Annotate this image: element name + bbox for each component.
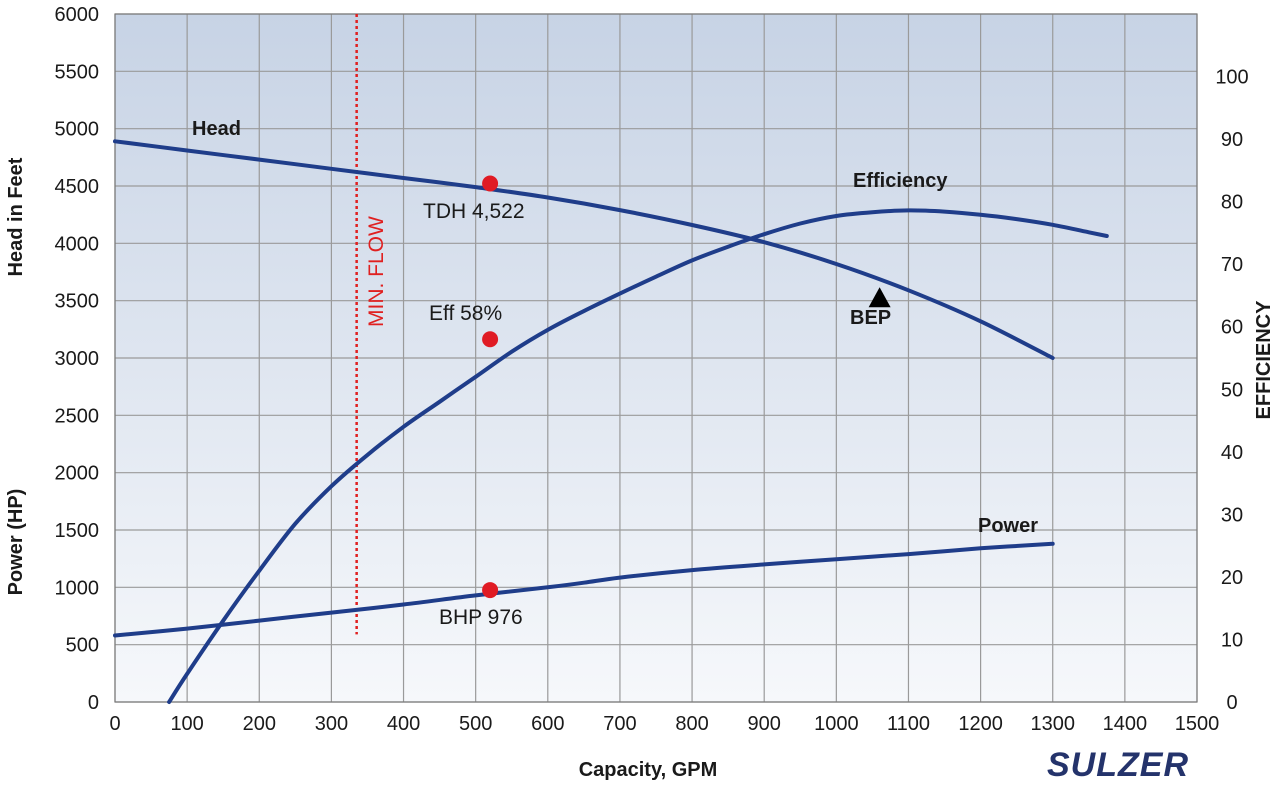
x-tick-label: 1100 (887, 713, 930, 735)
x-tick-label: 1500 (1175, 713, 1220, 735)
x-tick-label: 400 (387, 713, 420, 735)
x-tick-label: 600 (531, 713, 564, 735)
bep-label: BEP (850, 307, 891, 329)
sulzer-logo: SULZER (1047, 746, 1189, 784)
y-right-tick-label: 90 (1221, 129, 1243, 151)
y-axis-title-head: Head in Feet (5, 157, 27, 276)
operating-point-1 (482, 331, 499, 348)
curve-head (113, 139, 1055, 360)
series-label-head: Head (192, 118, 241, 140)
y-right-tick-label: 40 (1221, 442, 1243, 464)
y-axis-title-efficiency: EFFICIENCY (1253, 300, 1275, 420)
y-tick-label: 2500 (55, 405, 100, 427)
curve-efficiency (167, 208, 1109, 704)
x-tick-label: 900 (748, 713, 781, 735)
y-tick-label: 0 (88, 692, 99, 714)
curves (113, 139, 1109, 704)
curve-power (113, 541, 1055, 638)
x-axis-title: Capacity, GPM (579, 759, 718, 781)
y-right-tick-label: 70 (1221, 254, 1243, 276)
y-tick-label: 6000 (55, 4, 100, 26)
y-axis-title-power: Power (HP) (5, 489, 27, 596)
series-label-power: Power (978, 515, 1038, 537)
y-tick-label: 4000 (55, 233, 100, 255)
operating-point-0 (482, 175, 499, 192)
x-tick-label: 1000 (814, 713, 859, 735)
y-tick-label: 1000 (55, 577, 100, 599)
grid (114, 13, 1198, 703)
y-tick-label: 3500 (55, 291, 100, 313)
y-right-tick-label: 0 (1226, 692, 1237, 714)
min-flow-label: MIN. FLOW (365, 216, 388, 327)
y-right-tick-label: 60 (1221, 317, 1243, 339)
y-right-tick-label: 50 (1221, 379, 1243, 401)
y-tick-labels: 0 500 1000 1500 2000 2500 3000 3500 4000 4500 5000… (55, 4, 100, 714)
x-tick-label: 500 (459, 713, 492, 735)
x-tick-label: 0 (109, 713, 120, 735)
operating-points (482, 175, 499, 599)
x-tick-label: 200 (243, 713, 276, 735)
x-tick-label: 700 (603, 713, 636, 735)
y-right-tick-label: 10 (1221, 629, 1243, 651)
y-right-tick-label: 30 (1221, 504, 1243, 526)
x-tick-labels: 0 100 200 300 400 500 600 700 800 900 1000 1100 1200… (109, 713, 1219, 735)
y-tick-label: 4500 (55, 176, 100, 198)
y-right-tick-label: 100 (1215, 67, 1248, 89)
x-tick-label: 800 (675, 713, 708, 735)
y-tick-label: 1500 (55, 520, 100, 542)
y-tick-label: 5000 (55, 119, 100, 141)
y-tick-label: 500 (66, 635, 99, 657)
x-tick-label: 1400 (1103, 713, 1148, 735)
y-right-tick-labels: 0 10 20 30 40 50 60 70 80 90 100 (1215, 67, 1248, 714)
x-tick-label: 300 (315, 713, 348, 735)
point-label-tdh: TDH 4,522 (423, 200, 525, 223)
y-right-tick-label: 20 (1221, 567, 1243, 589)
y-right-tick-label: 80 (1221, 192, 1243, 214)
point-label-bhp: BHP 976 (439, 606, 523, 629)
x-tick-label: 100 (170, 713, 203, 735)
bep-marker (868, 287, 891, 308)
series-label-efficiency: Efficiency (853, 170, 948, 192)
y-tick-label: 5500 (55, 61, 100, 83)
operating-point-2 (482, 582, 499, 599)
y-tick-label: 2000 (55, 463, 100, 485)
point-label-eff: Eff 58% (429, 302, 502, 325)
x-tick-label: 1300 (1030, 713, 1075, 735)
x-tick-label: 1200 (958, 713, 1003, 735)
plot-border (114, 13, 1198, 703)
y-tick-label: 3000 (55, 348, 100, 370)
